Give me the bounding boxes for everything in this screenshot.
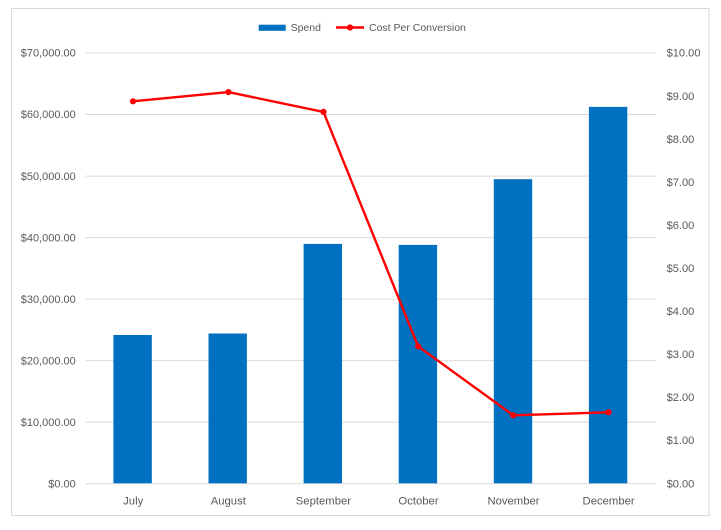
- svg-text:October: October: [398, 496, 438, 508]
- svg-text:December: December: [583, 496, 635, 508]
- svg-text:$10.00: $10.00: [667, 48, 701, 60]
- svg-text:$0.00: $0.00: [667, 478, 695, 490]
- svg-text:$20,000.00: $20,000.00: [21, 355, 76, 367]
- svg-text:$6.00: $6.00: [667, 220, 695, 232]
- svg-text:$4.00: $4.00: [667, 306, 695, 318]
- svg-text:$8.00: $8.00: [667, 134, 695, 146]
- svg-text:$2.00: $2.00: [667, 392, 695, 404]
- svg-text:$9.00: $9.00: [667, 91, 695, 103]
- svg-text:Cost Per Conversion: Cost Per Conversion: [369, 22, 466, 34]
- svg-text:$7.00: $7.00: [667, 177, 695, 189]
- svg-text:$60,000.00: $60,000.00: [21, 109, 76, 121]
- svg-text:Spend: Spend: [291, 22, 322, 34]
- svg-text:$0.00: $0.00: [48, 478, 76, 490]
- svg-text:$30,000.00: $30,000.00: [21, 294, 76, 306]
- svg-text:$10,000.00: $10,000.00: [21, 417, 76, 429]
- svg-text:$50,000.00: $50,000.00: [21, 171, 76, 183]
- svg-text:September: September: [296, 496, 351, 508]
- svg-text:$70,000.00: $70,000.00: [21, 48, 76, 60]
- svg-text:November: November: [487, 496, 539, 508]
- svg-text:$40,000.00: $40,000.00: [21, 232, 76, 244]
- svg-text:July: July: [123, 496, 143, 508]
- svg-text:$1.00: $1.00: [667, 435, 695, 447]
- svg-text:$3.00: $3.00: [667, 349, 695, 361]
- svg-text:August: August: [211, 496, 247, 508]
- svg-text:$5.00: $5.00: [667, 263, 695, 275]
